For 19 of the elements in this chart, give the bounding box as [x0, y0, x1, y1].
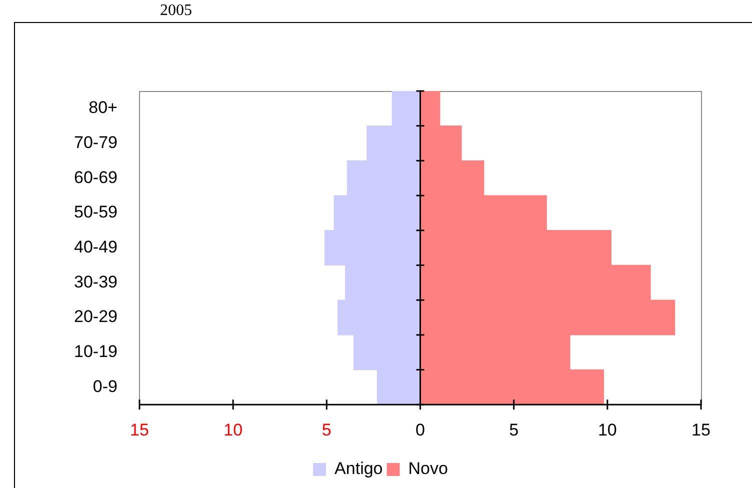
legend-label: Antigo	[334, 459, 383, 478]
x-tick-label: 10	[224, 420, 243, 440]
y-tick-label: 50-59	[74, 202, 118, 222]
y-tick-label: 10-19	[74, 342, 118, 362]
x-tick-label: 0	[416, 420, 425, 440]
x-tick-label: 15	[130, 420, 149, 440]
y-tick-label: 60-69	[74, 168, 118, 187]
x-tick-label: 5	[509, 420, 519, 440]
y-tick-label: 20-29	[74, 307, 118, 326]
x-tick-label: 15	[692, 420, 710, 440]
y-tick-label: 70-79	[74, 132, 118, 152]
y-tick-label: 80+	[88, 98, 118, 118]
y-tick-label: 30-39	[74, 272, 118, 292]
legend-label: Novo	[408, 459, 448, 478]
y-tick-label: 40-49	[74, 237, 118, 256]
y-tick-label: 0-9	[92, 376, 118, 396]
x-tick-label: 10	[598, 420, 617, 440]
x-tick-label: 5	[322, 420, 332, 440]
chart-title: 2005	[160, 2, 192, 20]
